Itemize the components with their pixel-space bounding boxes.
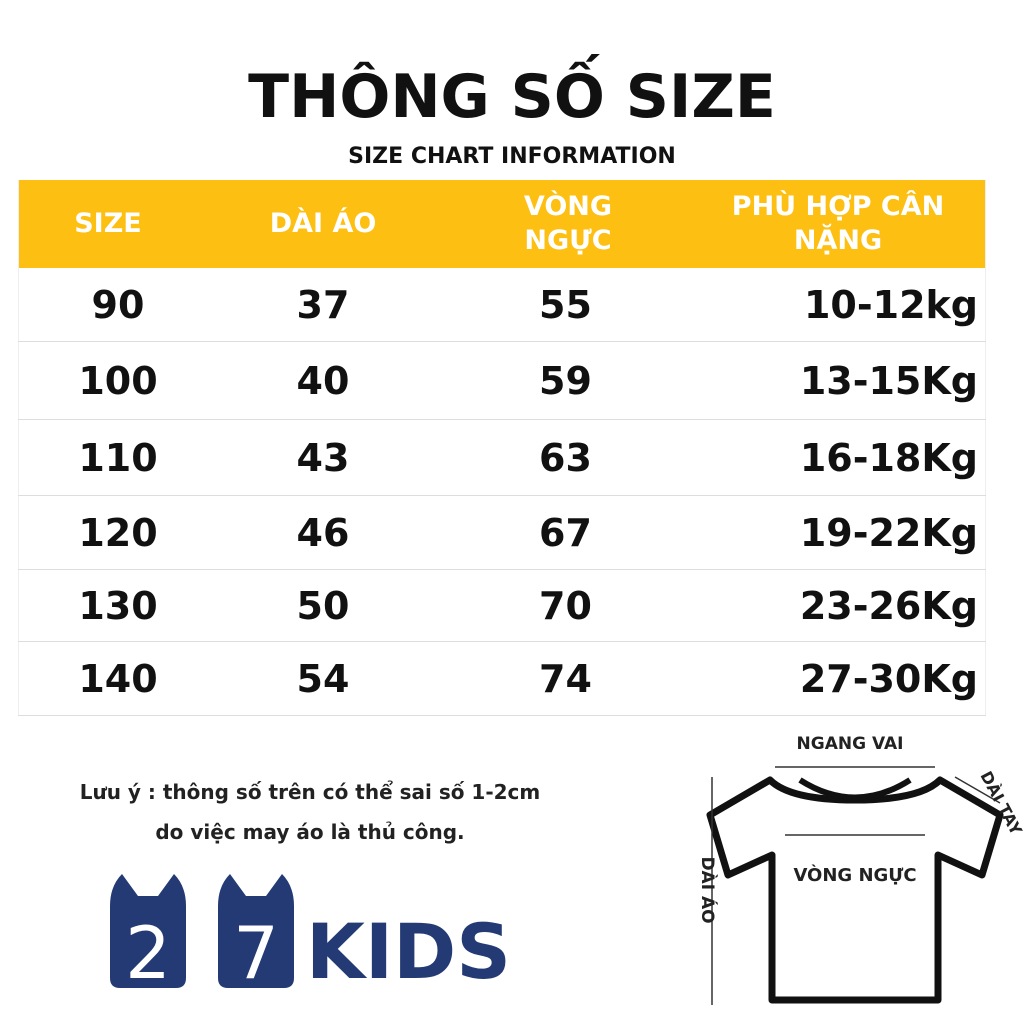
table-cell: 27-30Kg xyxy=(799,656,978,701)
diagram-label: DÀI ÁO xyxy=(697,856,719,923)
logo-digit: 2 xyxy=(125,911,171,995)
collar xyxy=(798,777,912,801)
table-row: 120 46 67 19-22Kg xyxy=(18,496,986,570)
table-cell: 43 xyxy=(296,435,350,480)
arrow xyxy=(954,776,1001,804)
table-cell: 55 xyxy=(539,282,592,327)
table-border xyxy=(18,180,986,716)
table-row: 110 43 63 16-18Kg xyxy=(18,420,986,496)
table-row: 130 50 70 23-26Kg xyxy=(18,570,986,642)
logo-shape xyxy=(110,874,186,988)
table-cell: 40 xyxy=(296,358,350,403)
table-cell: 16-18Kg xyxy=(799,435,978,480)
table-cell: 10-12kg xyxy=(803,282,978,327)
table-row: 100 40 59 13-15Kg xyxy=(18,342,986,420)
table-row: 140 54 74 27-30Kg xyxy=(18,642,986,716)
table-cell: 23-26Kg xyxy=(799,583,978,628)
size-table: SIZE DÀI ÁO VÒNG NGỰC PHÙ HỢP CÂN NẶNG 90 37… xyxy=(18,180,986,716)
table-cell: 90 xyxy=(91,282,145,327)
header-cell: VÒNG NGỰC xyxy=(523,191,613,256)
table-cell: 100 xyxy=(78,358,158,403)
logo-shape xyxy=(218,874,294,988)
tshirt xyxy=(706,776,1004,1004)
header-cell: DÀI ÁO xyxy=(269,208,377,239)
table-cell: 46 xyxy=(296,510,350,555)
table-cell: 54 xyxy=(296,656,350,701)
tshirt-diagram: NGANG VAI DÀI TAY VÒNG NGỰC DÀI ÁO xyxy=(697,734,1024,1005)
table-cell: 110 xyxy=(78,435,158,480)
logo: 2 7 KIDS xyxy=(110,874,511,996)
table-cell: 37 xyxy=(296,282,350,327)
header-cell: SIZE xyxy=(74,208,142,239)
table-cell: 59 xyxy=(539,358,592,403)
title: THÔNG SỐ SIZE xyxy=(248,62,776,132)
table-cell: 50 xyxy=(296,583,350,628)
table-cell: 140 xyxy=(78,656,158,701)
table-cell: 63 xyxy=(539,435,592,480)
logo-text: KIDS xyxy=(306,907,511,996)
table-cell: 67 xyxy=(539,510,592,555)
note-line: do việc may áo là thủ công. xyxy=(155,820,465,844)
note-line: Lưu ý : thông số trên có thể sai số 1-2c… xyxy=(79,780,541,804)
table-cell: 13-15Kg xyxy=(799,358,978,403)
subtitle: SIZE CHART INFORMATION xyxy=(348,144,676,169)
table-cell: 130 xyxy=(78,583,158,628)
table-cell: 19-22Kg xyxy=(799,510,978,555)
diagram-label: NGANG VAI xyxy=(797,734,904,754)
table-cell: 120 xyxy=(78,510,158,555)
diagram-label: VÒNG NGỰC xyxy=(793,864,916,886)
header-cell: PHÙ HỢP CÂN NẶNG xyxy=(731,191,945,256)
logo-digit: 7 xyxy=(233,911,279,995)
table-cell: 70 xyxy=(539,583,592,628)
table-header: SIZE DÀI ÁO VÒNG NGỰC PHÙ HỢP CÂN NẶNG xyxy=(18,180,986,268)
table-row: 90 37 55 10-12kg xyxy=(18,268,986,342)
table-cell: 74 xyxy=(539,656,592,701)
